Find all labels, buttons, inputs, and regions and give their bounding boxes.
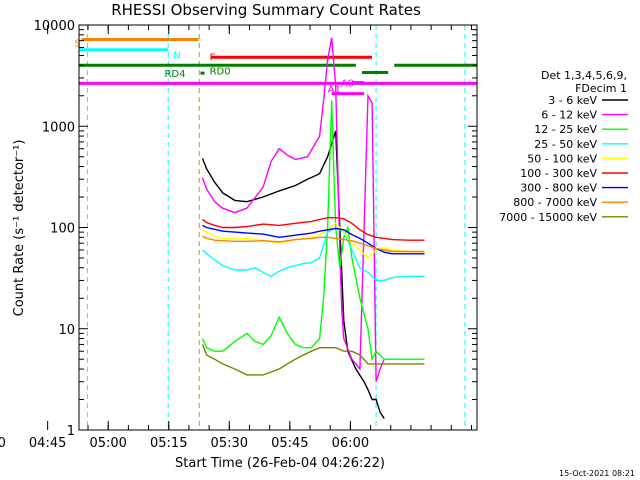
x-tick-label-4: 05:30 <box>211 436 248 451</box>
series-line-3 <box>202 226 425 282</box>
footer-date: 15-Oct-2021 08:21 <box>559 469 635 478</box>
legend-label-2: 12 - 25 keV <box>534 123 597 136</box>
x-axis-label: Start Time (26-Feb-04 04:26:22) <box>175 456 385 471</box>
series-line-6 <box>202 224 425 255</box>
flag-label-n: N <box>173 51 180 62</box>
series-line-7 <box>202 235 425 253</box>
x-tick-label-1: 04:45 <box>29 436 66 451</box>
legend-label-4: 50 - 100 keV <box>527 152 597 165</box>
y-tick-label-0: 1 <box>67 424 75 439</box>
flag-label-a0: A0 <box>341 79 354 90</box>
legend-label-8: 7000 - 15000 keV <box>499 211 597 224</box>
flag-label-s: S <box>74 38 80 49</box>
y-axis-label: Count Rate (s⁻¹ detector⁻¹) <box>12 140 27 317</box>
chart-title: RHESSI Observing Summary Count Rates <box>111 1 421 19</box>
legend-label-0: 3 - 6 keV <box>548 94 597 107</box>
y-tick-label-1: 10 <box>58 323 75 338</box>
legend-header-line-1: Det 1,3,4,5,6,9, <box>541 69 627 82</box>
x-tick-label-2: 05:00 <box>89 436 126 451</box>
legend-label-5: 100 - 300 keV <box>520 167 597 180</box>
x-tick-label-6: 06:00 <box>332 436 369 451</box>
y-tick-label-3: 1000 <box>42 120 75 135</box>
x-tick-label-0: 04:30 <box>0 436 6 451</box>
x-tick-label-5: 05:45 <box>271 436 308 451</box>
series-line-5 <box>202 216 425 241</box>
x-tick-label-3: 05:15 <box>150 436 187 451</box>
y-tick-label-2: 100 <box>50 222 75 237</box>
series-line-0 <box>201 130 385 419</box>
flag-label-rd4: RD4 <box>164 69 185 80</box>
legend-label-6: 300 - 800 keV <box>520 182 597 195</box>
legend-label-1: 6 - 12 keV <box>541 109 597 122</box>
legend-label-7: 800 - 7000 keV <box>513 196 597 209</box>
legend-header: Det 1,3,4,5,6,9, FDecim 1 <box>541 69 627 95</box>
series-line-2 <box>201 100 425 362</box>
flag-label-a1: A1 <box>328 84 341 95</box>
series-line-1 <box>201 37 385 382</box>
flag-label-f: F <box>210 52 216 63</box>
legend-header-line-2: FDecim 1 <box>575 82 627 95</box>
y-tick-label-4: 10000 <box>34 19 75 34</box>
flag-label-rd0: RD0 <box>210 66 231 77</box>
series-line-8 <box>201 344 425 376</box>
legend-label-3: 25 - 50 keV <box>534 138 597 151</box>
